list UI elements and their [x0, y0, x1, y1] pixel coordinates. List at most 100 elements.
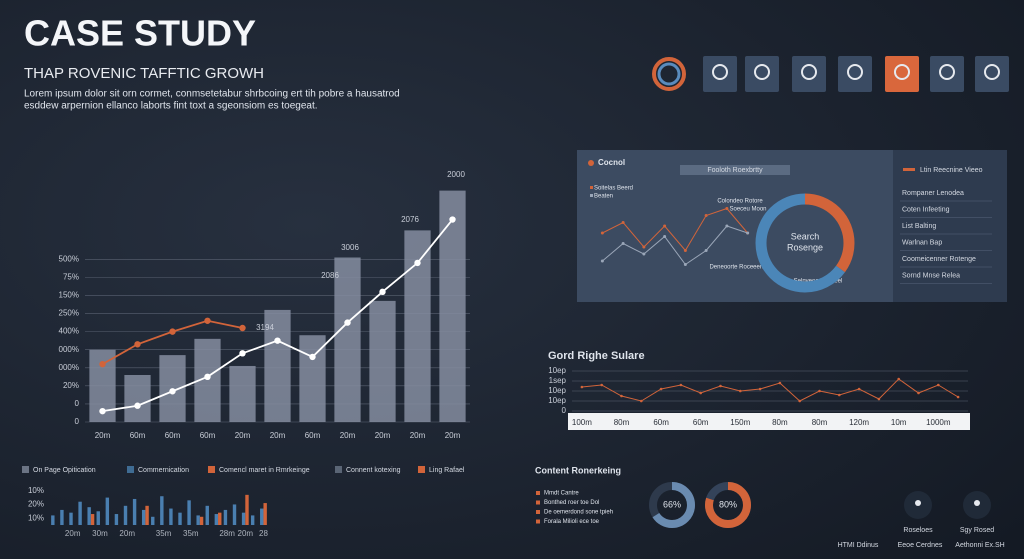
bar: [151, 516, 155, 525]
point: [663, 224, 667, 228]
point: [778, 381, 782, 385]
title: CASE STUDY: [24, 13, 256, 54]
bar: [141, 509, 146, 525]
annotation: 3006: [341, 243, 359, 252]
annotation: 2086: [321, 271, 339, 280]
point: [134, 341, 141, 348]
icon: [894, 64, 910, 80]
subtitle: THAP ROVENIC TAFFTIC GROWH: [24, 65, 264, 82]
avatar-head: [915, 500, 921, 506]
point: [699, 391, 702, 395]
label-strip: [568, 413, 970, 430]
line: [602, 225, 748, 266]
point: [600, 231, 604, 235]
bar: [232, 504, 237, 525]
bar: [132, 498, 137, 525]
legend-swatch: [590, 194, 593, 197]
x-tick-label: 10m: [891, 418, 907, 427]
bar: [196, 515, 200, 525]
y-tick-label: 0: [75, 417, 80, 426]
panel-legend: Soitelas Beerd: [594, 186, 633, 192]
donut-label: Search Rosenge: [787, 232, 823, 253]
point: [134, 402, 141, 409]
bar: [245, 494, 249, 525]
point: [897, 377, 900, 381]
list-item: Coten Infeeting: [902, 206, 950, 213]
body-text: Lorem ipsum dolor sit orn cormet, conmse…: [24, 89, 400, 100]
bar: [250, 515, 255, 525]
x-tick-label: 1000m: [926, 418, 951, 427]
y-tick-label: 400%: [59, 327, 79, 336]
icon: [801, 64, 817, 80]
point: [704, 214, 708, 217]
panel-legend: Beaten: [594, 194, 613, 200]
list-item: List Balting: [902, 223, 936, 230]
x-tick-label: 20m: [340, 431, 356, 440]
icon-tile: [975, 56, 1009, 92]
avatar-head: [974, 500, 980, 506]
bar: [124, 375, 151, 422]
bullet: [536, 519, 540, 524]
icon-tile: [885, 56, 919, 92]
point: [169, 388, 176, 395]
bar: [199, 516, 204, 525]
x-tick-label: 20m: [119, 529, 135, 538]
legend-label: On Page Opitication: [33, 467, 96, 474]
point: [169, 328, 176, 335]
bar: [187, 500, 191, 525]
point: [621, 242, 625, 245]
body-text: esddew arpernion ellanco laborts fint to…: [24, 101, 318, 112]
bar: [69, 512, 73, 525]
x-tick-label: 20m: [95, 431, 111, 440]
bar: [299, 335, 326, 422]
icon: [754, 64, 770, 80]
legend-label: Comencl maret in Rmrkeinge: [219, 467, 310, 474]
list-item: De oemerdond sone tpieh: [544, 510, 613, 516]
list-item: Sornd Mnse Relea: [902, 272, 960, 279]
list-item: Rompaner Lenodea: [902, 190, 964, 197]
x-tick-label: 60m: [653, 418, 669, 427]
x-tick-label: 100m: [572, 418, 592, 427]
list-item: Bonthed roer toe Dol: [544, 500, 599, 506]
point: [739, 389, 742, 393]
footer-text: Aethonni Ex.SH: [955, 542, 1004, 549]
bar: [264, 309, 291, 422]
bar: [439, 190, 466, 422]
bullet: [536, 510, 540, 514]
bar: [78, 501, 82, 525]
footer-text: Eeoe Cerdnes: [898, 542, 943, 549]
bar: [169, 508, 173, 525]
point: [725, 207, 729, 210]
list-item: Warlnan Bap: [902, 239, 942, 246]
footer-text: HTMI Ddinus: [838, 542, 879, 549]
y-tick-label: 000%: [59, 363, 79, 372]
bar: [145, 505, 149, 525]
point: [956, 395, 960, 399]
point: [204, 373, 211, 381]
y-tick-label: 10ep: [548, 366, 566, 375]
legend-swatch: [22, 466, 29, 473]
x-tick-label: 80m: [812, 418, 828, 427]
x-tick-label: 20m: [445, 431, 461, 440]
panel-list: [893, 150, 1007, 302]
person-label: Roseloes: [903, 527, 933, 534]
legend-swatch: [127, 466, 134, 473]
point: [642, 252, 646, 256]
point: [758, 387, 762, 391]
legend-label: Commernication: [138, 467, 189, 474]
y-tick-label: 0: [562, 406, 567, 415]
x-tick-label: 35m: [183, 529, 199, 538]
bar: [105, 497, 110, 525]
x-tick-label: 60m: [130, 431, 146, 440]
x-tick-label: 120m: [849, 418, 869, 427]
point: [344, 319, 351, 326]
point: [679, 383, 683, 387]
panel-header: Fooloth Roexbrtty: [707, 167, 763, 174]
donut-segment: [755, 193, 855, 293]
y-tick-label: 75%: [63, 272, 79, 281]
point: [580, 385, 584, 389]
x-tick-label: 60m: [165, 431, 181, 440]
list-marker: [903, 168, 915, 171]
point: [683, 263, 687, 266]
